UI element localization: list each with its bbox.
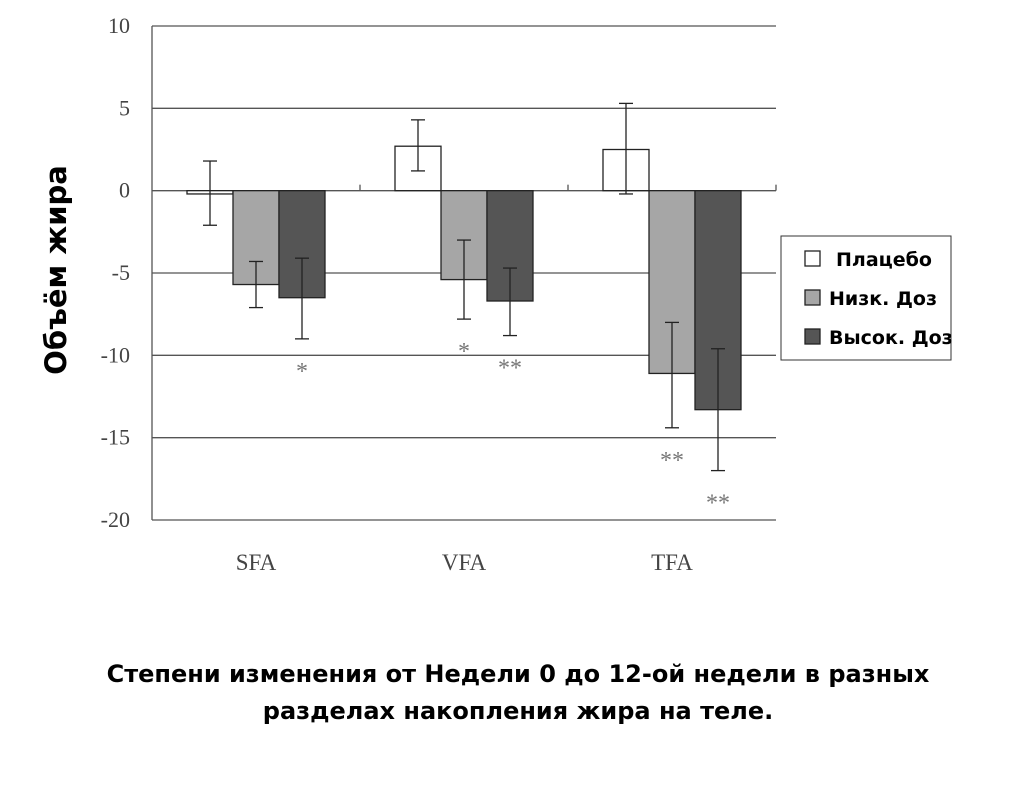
significance-marker: ** [660,448,684,474]
y-tick-labels: 10 5 0 -5 -10 -15 -20 [101,13,130,532]
y-tick-label: -15 [101,425,130,450]
legend-swatch [804,289,821,306]
y-tick-label: 0 [119,178,130,203]
category-labels: SFA VFA TFA [236,550,694,575]
caption: Степени изменения от Недели 0 до 12-ой н… [0,656,1036,730]
bar [486,190,534,302]
legend-label: Высок. Доз [829,327,953,349]
caption-line-1: Степени изменения от Недели 0 до 12-ой н… [106,660,930,688]
legend-label: Плацебо [836,249,932,271]
y-tick-label: 5 [119,95,130,120]
significance-marker: ** [706,491,730,517]
legend-label: Низк. Доз [829,288,937,310]
legend: Плацебо Низк. Доз Высок. Доз [780,235,953,361]
category-label: SFA [236,550,277,575]
legend-swatch [804,250,821,267]
y-tick-label: -20 [101,507,130,532]
error-bars [203,102,725,472]
y-tick-label: -5 [112,260,130,285]
significance-marker: * [458,339,470,365]
y-tick-label: -10 [101,342,130,367]
y-tick-label: 10 [108,13,130,38]
category-label: TFA [651,550,693,575]
axes [151,26,777,520]
legend-swatch [804,328,821,345]
category-label: VFA [442,550,487,575]
y-axis-label: Объём жира [39,165,73,375]
significance-marker: ** [498,356,522,382]
significance-markers: ******** [296,339,730,516]
significance-marker: * [296,359,308,385]
caption-line-2: разделах накопления жира на теле. [262,697,774,725]
